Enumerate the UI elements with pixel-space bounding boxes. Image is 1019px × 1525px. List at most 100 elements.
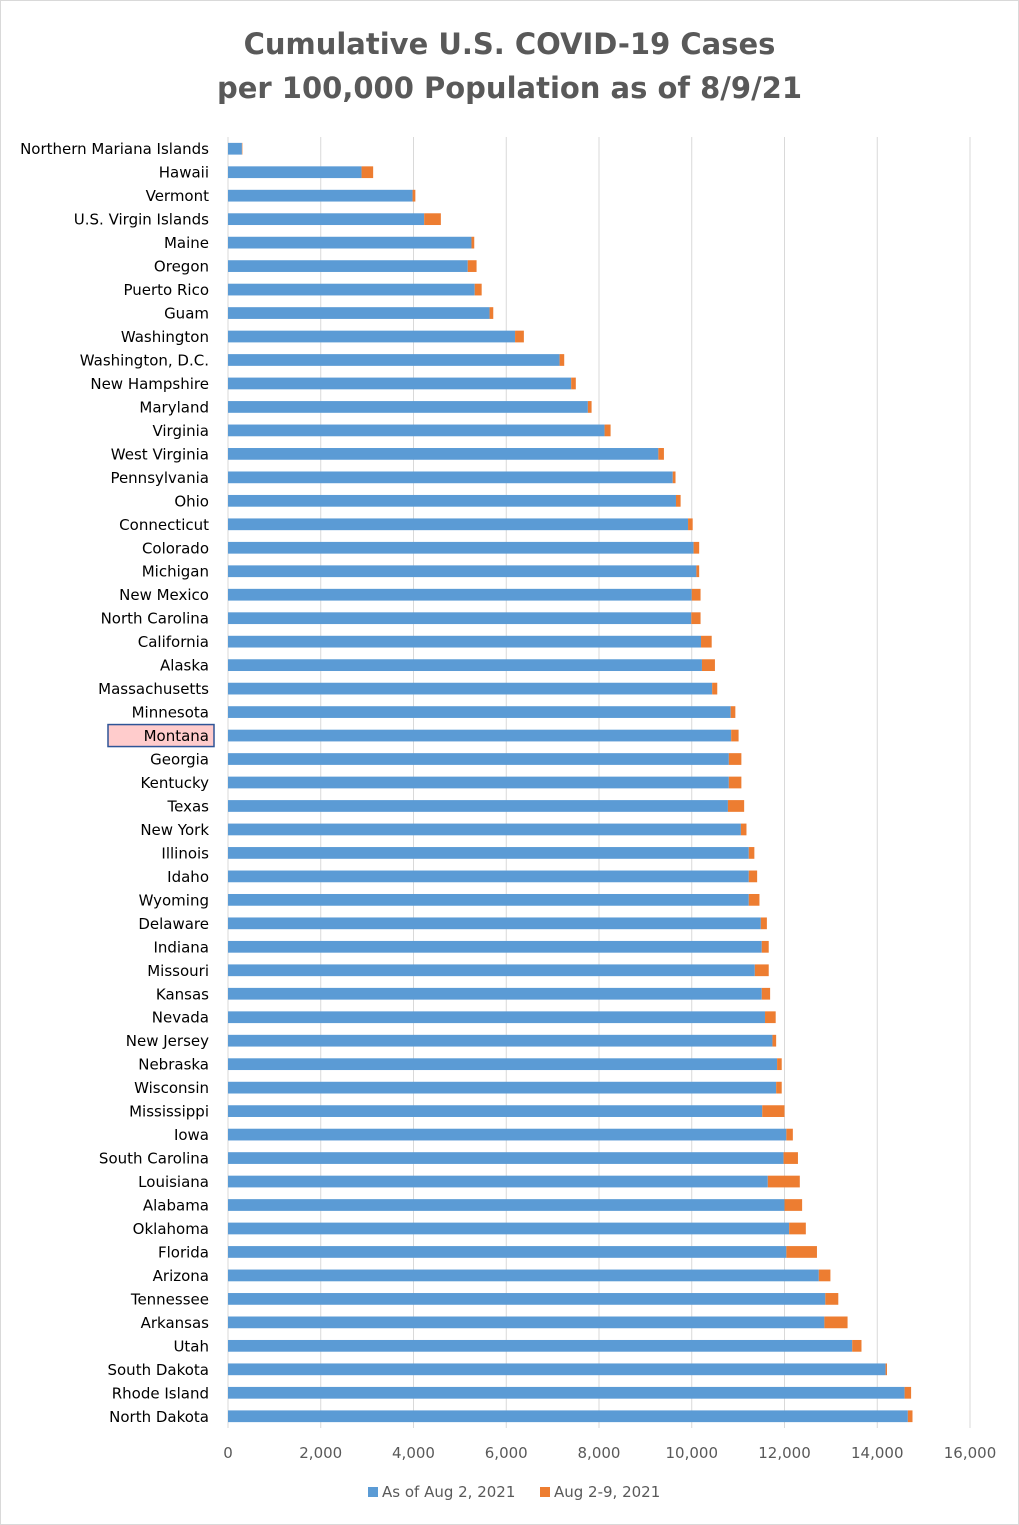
bar-base xyxy=(228,893,749,906)
bar-increment xyxy=(471,236,475,249)
bar-increment xyxy=(693,541,700,554)
category-label: Idaho xyxy=(167,868,209,886)
bar-increment xyxy=(474,283,482,296)
bar-base xyxy=(228,494,676,507)
bar-base xyxy=(228,847,749,859)
bar-base xyxy=(228,1316,825,1329)
legend: As of Aug 2, 2021 Aug 2-9, 2021 xyxy=(368,1483,660,1501)
bar-base xyxy=(228,776,729,789)
category-label: Georgia xyxy=(150,751,209,769)
bar-base xyxy=(228,236,472,249)
bar-base xyxy=(228,870,749,883)
category-label: West Virginia xyxy=(111,445,209,463)
bar-base xyxy=(228,330,516,343)
category-label: New Jersey xyxy=(126,1032,209,1050)
bar-base xyxy=(228,1386,905,1399)
category-label: Colorado xyxy=(142,539,209,557)
bar-base xyxy=(228,823,741,836)
category-label: Montana xyxy=(144,727,209,745)
bar-increment xyxy=(748,870,758,883)
category-label: South Dakota xyxy=(107,1361,209,1379)
category-label: Mississippi xyxy=(129,1103,209,1121)
category-label: Louisiana xyxy=(138,1173,209,1191)
category-label: Guam xyxy=(164,305,209,323)
bar-increment xyxy=(761,940,769,953)
x-tick-label: 6,000 xyxy=(485,1444,528,1462)
category-label: Delaware xyxy=(138,915,209,933)
bar-base xyxy=(228,706,731,718)
bars xyxy=(228,142,913,1423)
bar-increment xyxy=(761,987,771,1000)
bar-increment xyxy=(776,1081,782,1094)
category-label: Ohio xyxy=(174,492,209,510)
bar-increment xyxy=(824,1316,848,1329)
category-label: Hawaii xyxy=(159,164,209,182)
bar-base xyxy=(228,1339,853,1352)
bar-increment xyxy=(727,800,745,812)
category-label: Oregon xyxy=(154,258,209,276)
bar-increment xyxy=(604,424,611,437)
category-label: Michigan xyxy=(142,563,209,581)
bar-base xyxy=(228,541,694,554)
bar-increment xyxy=(825,1293,839,1305)
category-label: Florida xyxy=(158,1243,209,1261)
bar-increment xyxy=(728,776,742,789)
category-label: Kentucky xyxy=(141,774,210,792)
category-label: Washington xyxy=(121,328,209,346)
bar-base xyxy=(228,1363,886,1376)
bar-base xyxy=(228,729,732,742)
bar-increment xyxy=(786,1128,793,1141)
bar-base xyxy=(228,964,755,977)
bar-increment xyxy=(412,189,416,202)
bar-increment xyxy=(772,1034,777,1047)
bar-increment xyxy=(762,1105,785,1117)
category-label: Arkansas xyxy=(141,1314,210,1332)
legend-label: As of Aug 2, 2021 xyxy=(382,1483,515,1501)
bar-increment xyxy=(559,354,565,366)
bar-base xyxy=(228,1175,768,1188)
bar-increment xyxy=(748,893,760,906)
x-tick-label: 14,000 xyxy=(851,1444,904,1462)
category-label: Iowa xyxy=(174,1126,209,1144)
bar-base xyxy=(228,800,728,812)
bar-increment xyxy=(885,1363,887,1376)
category-label: Wyoming xyxy=(139,891,209,909)
category-label: Maine xyxy=(164,234,209,252)
bar-base xyxy=(228,1081,777,1094)
category-label: Vermont xyxy=(146,187,210,205)
category-labels: Northern Mariana Islands Hawaii Vermont U.S… xyxy=(20,140,215,1426)
category-label: New Mexico xyxy=(119,586,209,604)
bar-increment xyxy=(754,964,769,977)
bar-increment xyxy=(361,166,374,179)
bar-base xyxy=(228,260,468,272)
x-tick-label: 16,000 xyxy=(944,1444,997,1462)
bar-base xyxy=(228,917,761,930)
category-label: Pennsylvania xyxy=(110,469,209,487)
x-tick-label: 0 xyxy=(223,1444,233,1462)
bar-base xyxy=(228,142,242,155)
category-label: Nebraska xyxy=(138,1056,209,1074)
bar-base xyxy=(228,166,362,179)
bar-increment xyxy=(731,729,739,742)
category-label: Massachusetts xyxy=(98,680,209,698)
category-label: Arizona xyxy=(153,1267,209,1285)
bar-base xyxy=(228,1058,778,1071)
category-label: New York xyxy=(140,821,209,839)
bar-base xyxy=(228,1152,784,1164)
bar-increment xyxy=(691,588,701,601)
bar-increment xyxy=(852,1339,862,1352)
category-label: Minnesota xyxy=(132,704,209,722)
bar-base xyxy=(228,471,673,484)
bar-base xyxy=(228,283,475,296)
legend-label: Aug 2-9, 2021 xyxy=(554,1483,660,1501)
bar-increment xyxy=(658,448,664,460)
bar-base xyxy=(228,588,692,601)
x-tick-label: 10,000 xyxy=(666,1444,719,1462)
category-label: Puerto Rico xyxy=(123,281,209,299)
category-label: Maryland xyxy=(139,398,209,416)
bar-base xyxy=(228,307,490,319)
bar-base xyxy=(228,1011,766,1024)
bar-base xyxy=(228,1105,763,1117)
bar-increment xyxy=(672,471,676,484)
